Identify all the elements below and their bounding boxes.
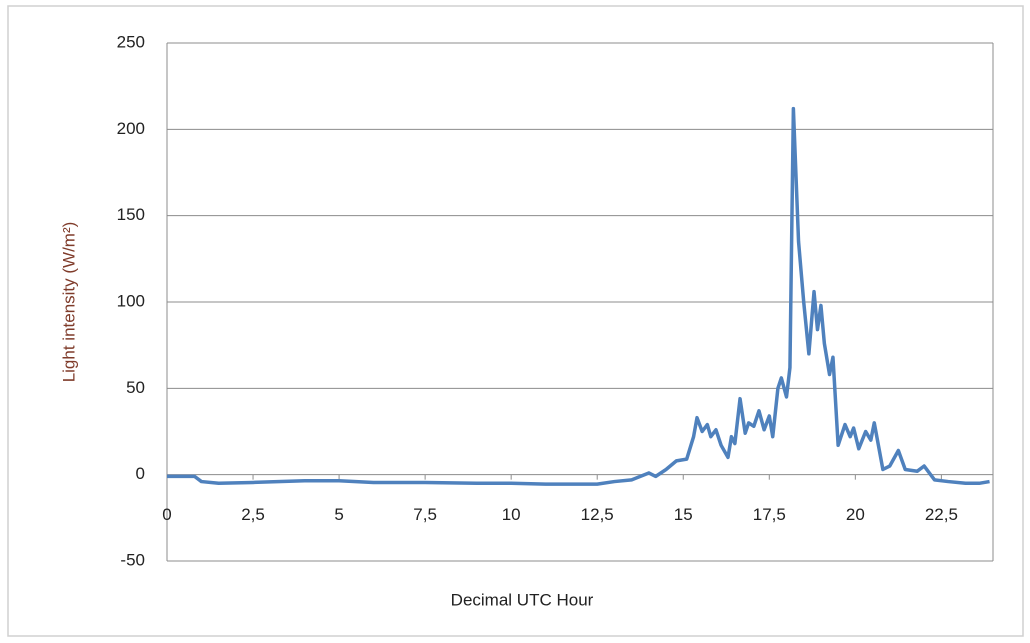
y-tick-label: 50 [126,378,145,397]
x-tick-label: 7,5 [413,505,437,524]
y-tick-label: 200 [117,119,145,138]
x-tick-label: 0 [162,505,171,524]
y-tick-label: 150 [117,205,145,224]
x-tick-label: 12,5 [581,505,614,524]
y-axis-title: Light intensity (W/m²) [59,222,78,383]
x-tick-label: 5 [334,505,343,524]
x-axis-title: Decimal UTC Hour [451,590,594,609]
x-tick-label: 22,5 [925,505,958,524]
y-tick-label: 0 [136,464,145,483]
y-tick-label: -50 [120,550,145,569]
x-tick-label: 10 [502,505,521,524]
y-tick-label: 100 [117,291,145,310]
x-tick-label: 17,5 [753,505,786,524]
x-tick-label: 2,5 [241,505,265,524]
data-line [167,106,990,486]
x-tick-label: 15 [674,505,693,524]
chart-frame [7,5,1024,637]
x-tick-label: 20 [846,505,865,524]
y-tick-label: 250 [117,32,145,51]
